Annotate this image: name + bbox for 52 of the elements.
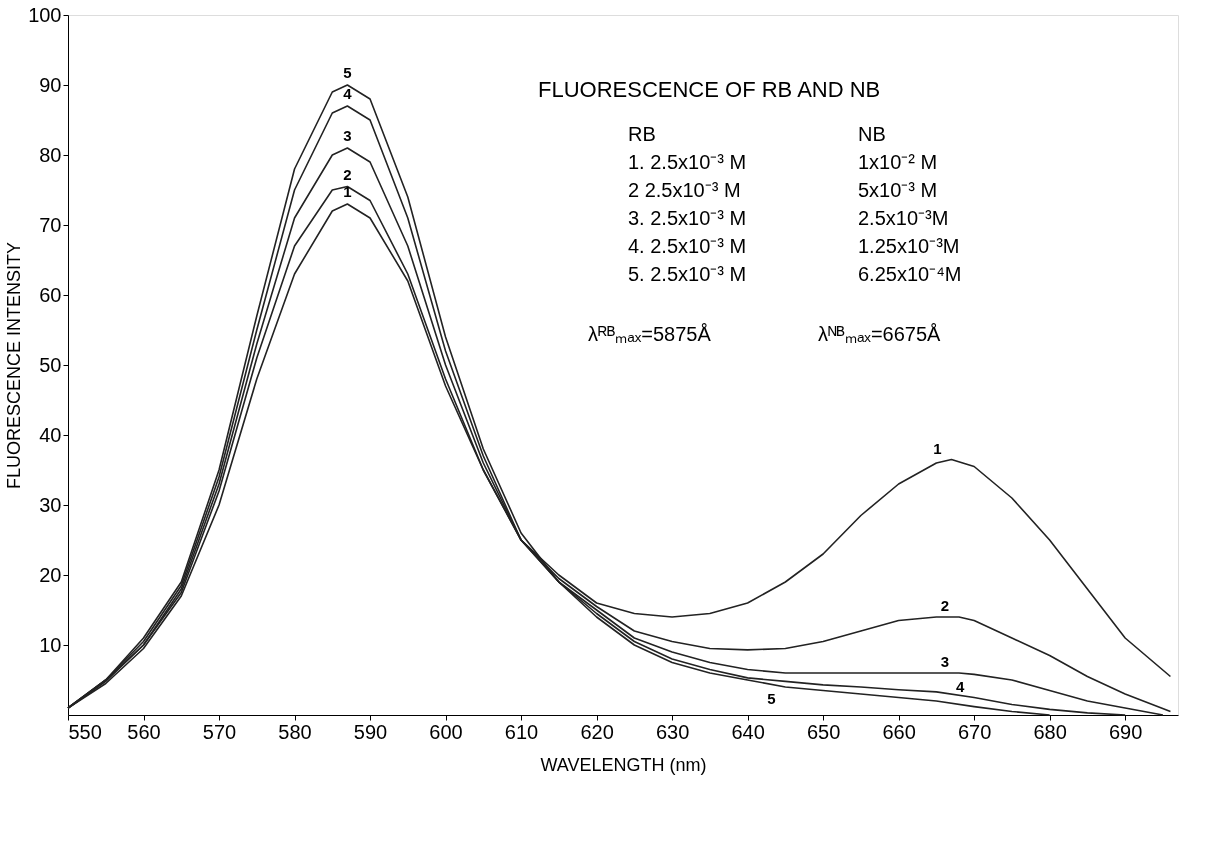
x-tick-label: 660 — [882, 720, 916, 743]
x-tick-label: 630 — [655, 720, 690, 743]
x-tick-label: 690 — [1108, 720, 1143, 743]
annotation: 2.5x10⁻³M — [858, 207, 949, 229]
x-tick-label: 560 — [127, 720, 161, 743]
x-tick-label: 570 — [202, 720, 237, 743]
y-tick-label: 70 — [39, 213, 62, 236]
y-tick-label: 100 — [28, 3, 62, 26]
annotation: 2 2.5x10⁻³ M — [628, 179, 741, 201]
x-tick-label: 550 — [68, 720, 102, 743]
x-tick-label: 590 — [353, 720, 388, 743]
annotation: 3. 2.5x10⁻³ M — [628, 207, 747, 229]
annotation: λᴿᴮₘₐₓ=5875Å — [588, 323, 712, 345]
annotation: 6.25x10⁻⁴M — [858, 263, 962, 285]
y-tick-label: 40 — [39, 423, 62, 446]
annotation: RB — [628, 123, 656, 145]
annotation: 5x10⁻³ M — [858, 179, 938, 201]
annotation: 5 — [343, 64, 352, 81]
series-label: 4 — [955, 677, 965, 695]
annotation: 1. 2.5x10⁻³ M — [628, 151, 747, 173]
annotation: 4 — [343, 85, 353, 102]
annotation: λᴺᴮₘₐₓ=6675Å — [818, 323, 942, 345]
y-tick-label: 10 — [39, 633, 62, 656]
annotation: 1.25x10⁻³M — [858, 235, 960, 257]
y-tick-label: 50 — [39, 353, 62, 376]
x-tick-label: 620 — [580, 720, 614, 743]
annotation: 5. 2.5x10⁻³ M — [628, 263, 747, 285]
annotation: 4. 2.5x10⁻³ M — [628, 235, 747, 257]
y-tick-label: 60 — [39, 283, 62, 306]
annotation: 2 — [343, 165, 352, 183]
series-label: 1 — [933, 439, 942, 457]
y-tick-label: 30 — [39, 493, 62, 516]
series-label: 5 — [767, 690, 776, 707]
series-label: 3 — [940, 653, 950, 670]
x-tick-label: 650 — [806, 720, 841, 743]
x-tick-label: 580 — [278, 720, 312, 743]
annotation: NB — [858, 123, 886, 145]
y-axis-title: FLUORESCENCE INTENSITY — [4, 241, 25, 490]
text: FLUORESCENCE OF RB AND NB — [538, 77, 881, 102]
y-tick-label: 90 — [39, 73, 62, 96]
annotation: 1 — [343, 183, 352, 200]
annotation: 1x10⁻² M — [858, 151, 938, 173]
x-axis-title: WAVELENGTH (nm) — [540, 754, 707, 775]
x-tick-label: 640 — [731, 720, 765, 743]
x-tick-label: 670 — [957, 720, 992, 743]
annotation: 3 — [343, 127, 352, 144]
y-tick-label: 80 — [39, 143, 62, 166]
series-label: 2 — [940, 597, 950, 614]
x-tick-label: 680 — [1033, 720, 1067, 743]
x-tick-label: 610 — [504, 720, 539, 743]
x-tick-label: 600 — [429, 720, 463, 743]
y-tick-label: 20 — [39, 563, 62, 586]
